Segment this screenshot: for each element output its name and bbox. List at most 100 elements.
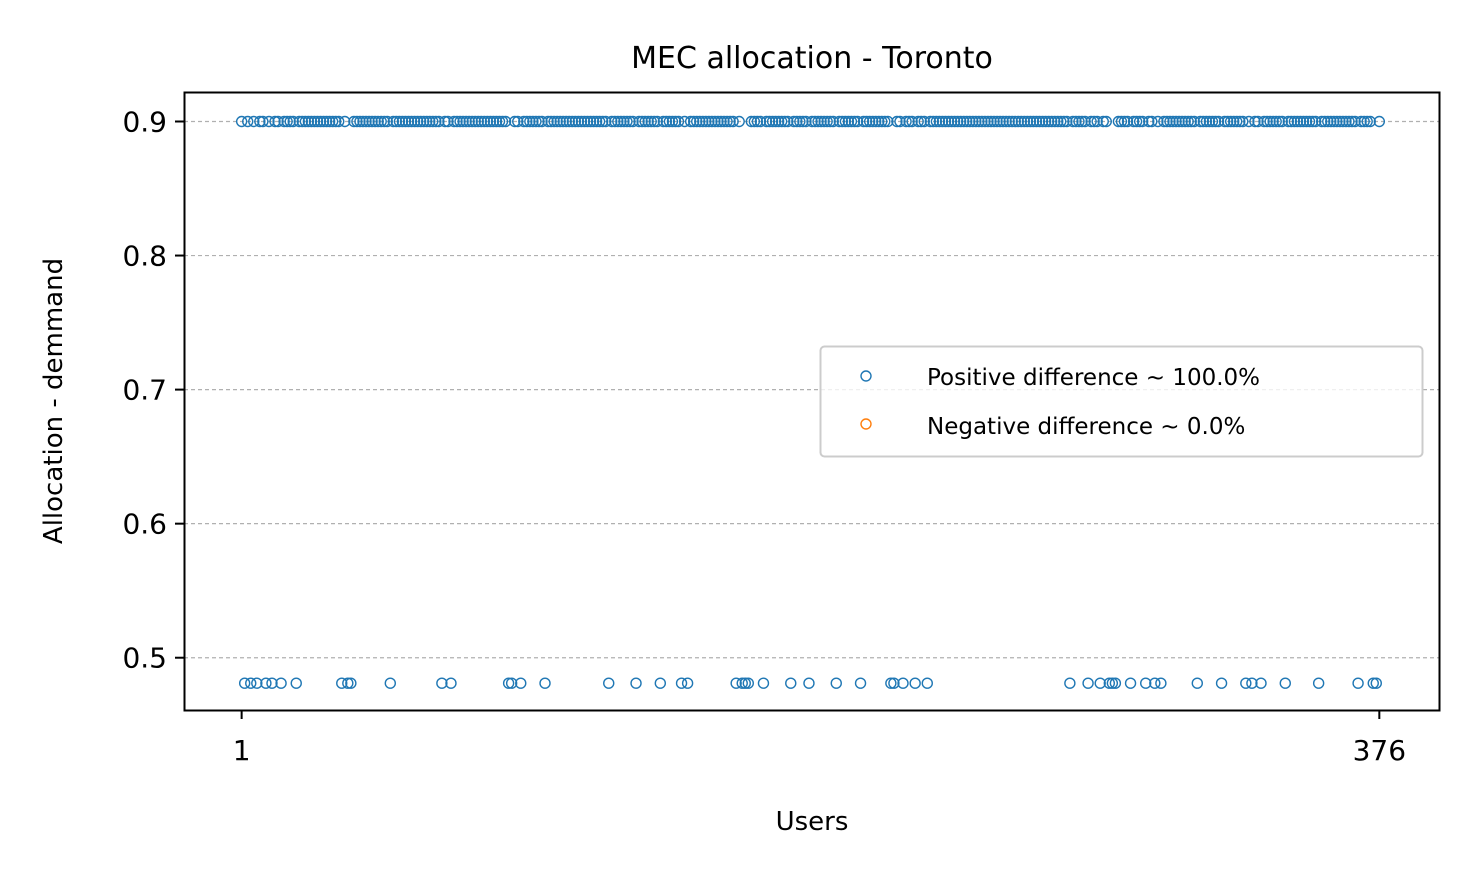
data-point [678,115,691,128]
data-point [1103,677,1116,689]
data-point [748,115,761,128]
data-point [542,115,554,128]
data-point [1197,115,1210,128]
data-point [1243,115,1255,128]
data-point [245,677,257,689]
data-point [606,115,618,128]
data-point [1279,677,1291,689]
data-point [939,115,952,128]
data-point [794,115,806,128]
data-point [1015,115,1028,128]
data-point [982,115,994,128]
data-point [290,677,302,689]
data-point [351,115,363,128]
data-point [800,115,812,128]
data-point [238,677,251,689]
data-point [393,115,406,128]
data-point [672,115,685,128]
data-point [1176,115,1188,128]
data-point [1173,115,1185,128]
data-point [754,115,767,128]
data-point [1237,115,1249,128]
data-point [1337,115,1349,128]
data-point [557,115,569,128]
legend-box [819,345,1424,458]
data-point [1164,115,1176,128]
data-point [870,115,882,128]
legend-label-negative: Negative difference ~ 0.0% [927,414,1245,440]
data-point [772,115,785,128]
data-point [281,115,293,128]
data-point [775,115,788,128]
data-point [1149,677,1161,689]
data-point [293,115,305,128]
data-point [654,677,667,689]
data-point [405,115,418,128]
data-point [603,677,615,689]
data-point [709,115,721,128]
data-point [278,115,290,128]
data-point [1224,115,1237,128]
data-point [1276,115,1288,128]
data-point [436,677,448,689]
data-point [342,677,354,689]
data-point [839,115,852,128]
data-point [1064,677,1076,689]
data-point [275,677,287,689]
data-point [1221,115,1234,128]
data-point [1094,677,1106,689]
data-point [715,115,727,128]
data-point [496,115,509,128]
data-point [1003,115,1015,128]
data-point [596,115,609,128]
data-point [724,115,736,128]
data-point [1315,115,1328,128]
data-point [1234,115,1246,128]
data-point [1334,115,1346,128]
data-point [1294,115,1307,128]
data-point [782,115,794,128]
data-point [1264,115,1276,128]
data-point [751,115,764,128]
data-point [296,115,309,128]
data-point [1215,677,1228,689]
data-point [448,115,460,128]
x-axis-label: Users [776,807,849,837]
data-point [251,677,263,689]
data-point [581,115,594,128]
data-point [1058,115,1070,128]
data-point [533,115,545,128]
plot-frame [183,91,1441,712]
data-point [681,677,694,689]
data-point [1306,115,1319,128]
data-point [1009,115,1021,128]
data-point [957,115,970,128]
data-point [1212,115,1225,128]
data-point [1052,115,1064,128]
data-point [1252,115,1264,128]
data-point [242,115,254,128]
data-point [1106,677,1119,689]
data-point [1091,115,1103,128]
data-point [857,115,870,128]
data-point [481,115,494,128]
x-tick-label: 376 [1353,734,1406,767]
data-point [305,115,318,128]
data-point [1018,115,1031,128]
data-point [985,115,997,128]
data-point [235,115,248,128]
data-point [329,115,342,128]
data-point [560,115,572,128]
data-point [490,115,503,128]
y-tick-label: 0.8 [122,240,167,273]
data-point [727,115,739,128]
data-point [299,115,312,128]
data-point [320,115,333,128]
data-point [621,115,633,128]
data-point [1027,115,1040,128]
data-point [357,115,369,128]
data-point [1136,115,1149,128]
data-point [1115,115,1128,128]
data-point [1267,115,1279,128]
data-point [1358,115,1370,128]
